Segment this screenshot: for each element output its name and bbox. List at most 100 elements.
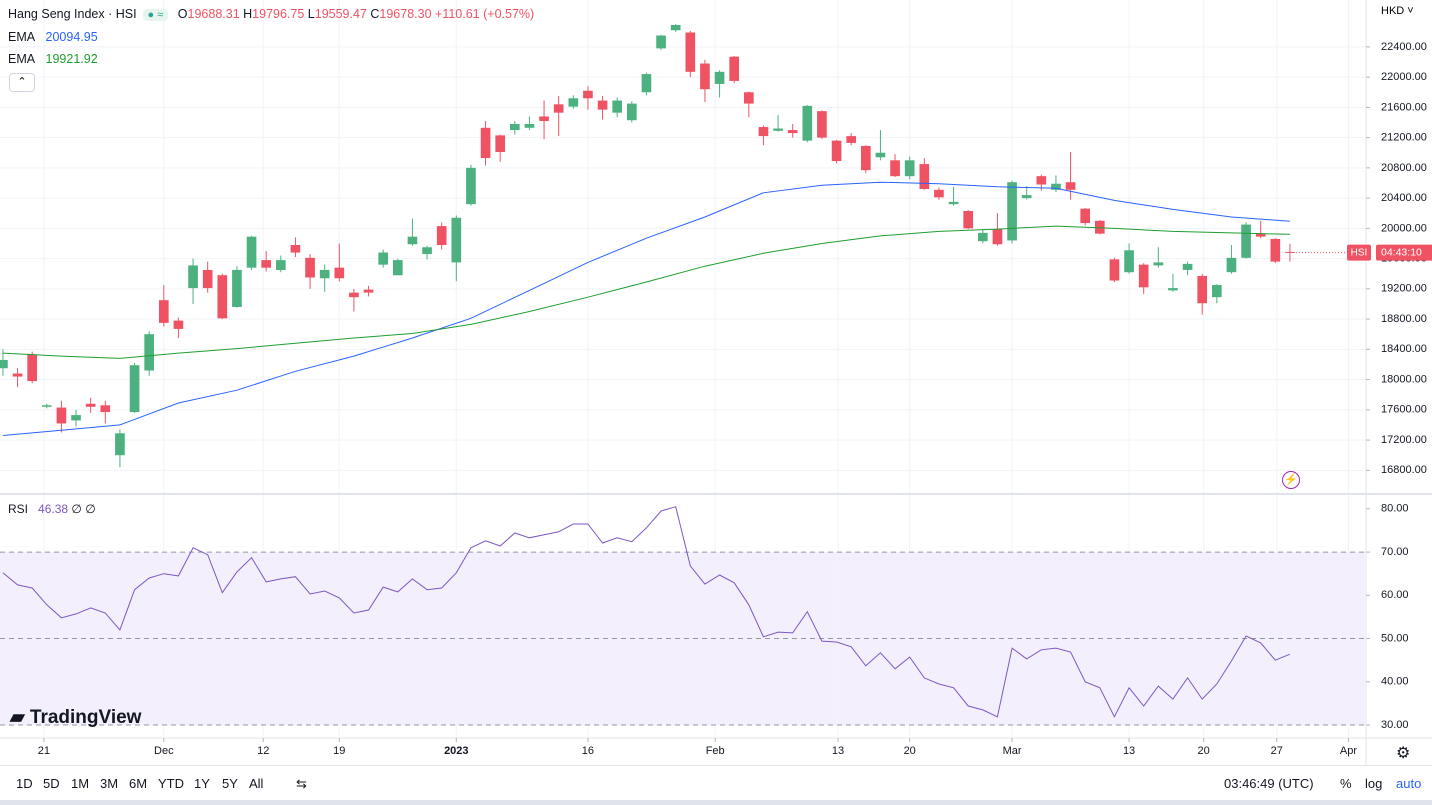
rsi-legend: RSI 46.38 ∅ ∅ [8,502,96,516]
candle-body [685,32,696,72]
percent-toggle[interactable]: % [1340,776,1352,791]
l-label: L [307,7,315,21]
x-tick-label: 19 [333,745,345,757]
legend-name: EMA [8,30,36,44]
candle-body [787,130,798,134]
range-button[interactable]: 1Y [194,776,210,791]
candle-body [568,98,579,107]
candle-body [860,145,871,171]
candle-body [553,104,564,113]
high-value: 19796.75 [252,7,305,21]
candle-body [714,71,725,84]
alert-icon[interactable]: ⚡ [1282,471,1300,489]
y-tick-label: 22000.00 [1381,71,1427,83]
candle-body [378,252,389,265]
candle-body [656,35,666,49]
x-tick-label: Dec [154,745,174,757]
candle-body [1021,195,1032,199]
status-chip[interactable]: ● ≈ [142,9,169,21]
candle-body [392,260,403,276]
settings-icon[interactable]: ⚙ [1396,745,1411,762]
candle-body [509,124,520,131]
candle-body [1080,208,1091,224]
candle-body [977,232,988,242]
candle-body [334,267,345,279]
range-button[interactable]: 1M [71,776,90,791]
ema-legend: EMA 19921.92 [8,52,98,66]
collapse-button[interactable]: ⌃ [9,73,35,92]
range-button[interactable]: 3M [100,776,119,791]
y-tick-label: 16800.00 [1381,464,1427,476]
candle-body [729,56,740,81]
candle-body [1094,220,1105,234]
candle-body [305,257,315,278]
candle-body [56,407,67,424]
candle-body [1007,182,1017,241]
currency-label: HKD [1381,5,1405,17]
open-value: 19688.31 [187,7,240,21]
range-button[interactable]: 5D [43,776,60,791]
legend-name: EMA [8,52,36,66]
candle-body [349,292,359,298]
y-tick-label: 60.00 [1381,589,1409,601]
candle-body [27,354,38,382]
candle-body [539,116,549,121]
close-value: 19678.30 [379,7,432,21]
candle-body [495,135,506,152]
candle-body [890,160,900,177]
candle-body [641,74,652,93]
clock[interactable]: 03:46:49 (UTC) [1224,776,1314,791]
candle-body [846,136,857,143]
currency[interactable]: HKD ˅ [1381,5,1414,17]
candle-body [597,100,608,110]
candle-body [817,111,827,138]
y-tick-label: 20400.00 [1381,192,1427,204]
compare-icon[interactable]: ⇆ [296,776,307,791]
range-button[interactable]: 5Y [222,776,238,791]
legend-name: RSI [8,502,29,516]
candle-body [875,152,886,158]
legend-value: 19921.92 [45,52,98,66]
y-tick-label: 18800.00 [1381,313,1427,325]
log-toggle[interactable]: log [1365,776,1383,791]
candle-body [948,201,959,205]
candle-body [1255,233,1266,237]
legend-flags: ∅ ∅ [71,502,96,516]
o-label: O [177,7,188,21]
y-tick-label: 18000.00 [1381,373,1427,385]
range-button[interactable]: YTD [158,776,184,791]
candle-body [743,92,754,104]
y-tick-label: 70.00 [1381,546,1409,558]
candle-body [992,229,1003,245]
candle-body [626,103,637,121]
price-tag-countdown: 04:43:10 [1381,246,1422,258]
candle-body [1124,250,1134,273]
candle-body [919,164,930,190]
candle-body [700,63,710,90]
candle-body [217,275,228,319]
candle-body [1211,285,1222,298]
candle-body [612,100,623,113]
candle-body [319,269,330,279]
candle-body [1065,182,1076,190]
range-button[interactable]: 6M [129,776,148,791]
candle-body [144,334,155,371]
price-tag-symbol: HSI [1351,247,1368,258]
x-tick-label: 13 [832,745,844,757]
candle-body [480,127,491,159]
range-button[interactable]: 1D [16,776,33,791]
candle-body [1138,264,1149,288]
auto-toggle[interactable]: auto [1396,776,1422,791]
x-tick-label: 16 [582,745,594,757]
legend-value: 20094.95 [45,30,98,44]
h-label: H [243,7,253,21]
x-tick-label: 20 [1198,745,1210,757]
candle-body [436,226,447,245]
symbol-title: Hang Seng Index · HSI [8,7,137,21]
range-button[interactable]: All [249,776,264,791]
candle-body [129,365,140,413]
candle-body [115,433,125,456]
ema-line [2,181,1290,436]
candle-body [71,415,81,421]
candle-body [1036,176,1047,185]
